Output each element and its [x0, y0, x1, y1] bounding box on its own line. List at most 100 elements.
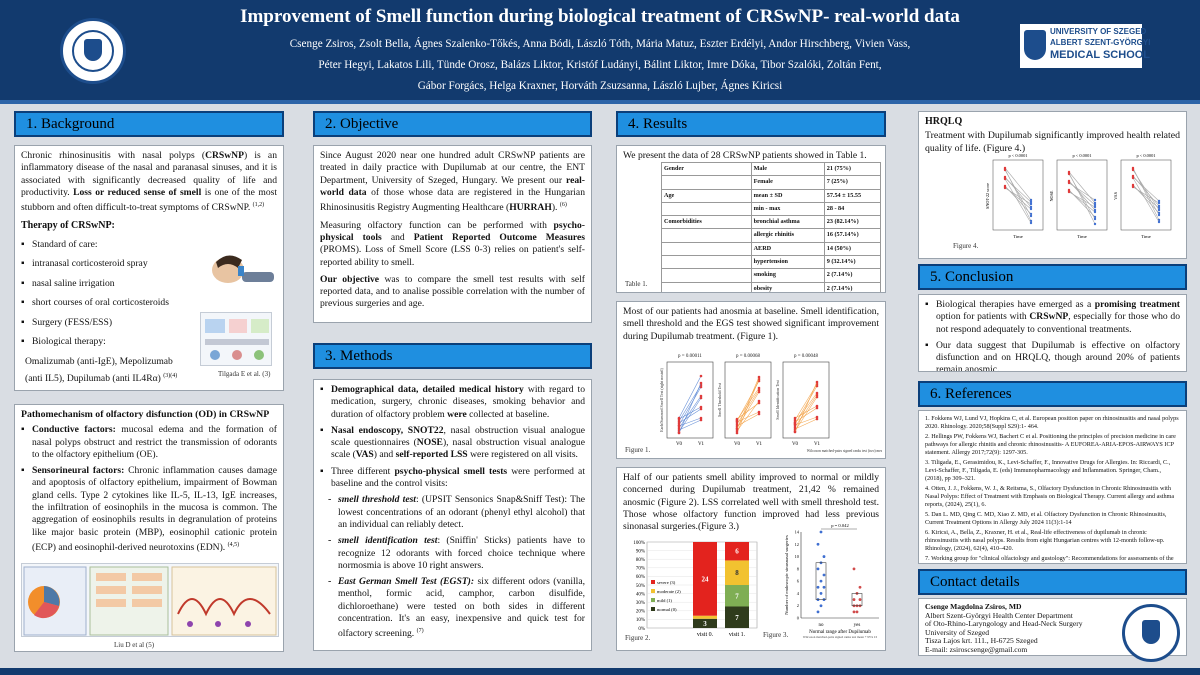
lss-stacked-bar-chart: 100% 90% 80% 70% 60% 50% 40% 30% 20% 10% 0% 3 24 visi…: [633, 541, 758, 638]
data-point: [735, 420, 739, 424]
data-point: [677, 419, 681, 423]
table-group-cell: [661, 281, 752, 292]
hrqlq-title: HRQLQ: [925, 116, 963, 127]
bar-value-label: 7: [735, 614, 739, 622]
legend-label: mild (1): [657, 598, 672, 603]
p-value-label: p < 0.0001: [1137, 153, 1156, 158]
data-point: [757, 375, 761, 379]
table-group-cell: [661, 201, 752, 217]
table-label-cell: mean ± SD: [750, 188, 825, 203]
y-tick-label: 80%: [636, 558, 645, 563]
y-tick-label: 70%: [636, 567, 645, 572]
data-point: [793, 423, 797, 427]
table-value-cell: 28 - 84: [823, 201, 882, 217]
data-point: [819, 579, 823, 583]
header-band: [0, 100, 1200, 104]
table-label-cell: min - max: [750, 201, 825, 217]
y-tick-label: 10: [795, 554, 800, 559]
bar-value-label: 8: [735, 569, 739, 577]
poster-header: Improvement of Smell function during bio…: [0, 0, 1200, 100]
patient-line: [1004, 177, 1032, 203]
data-point: [1093, 217, 1097, 221]
y-tick-label: 20%: [636, 610, 645, 615]
table-label-cell: Female: [750, 175, 825, 190]
hrqlq-paired-plots: p < 0.0001 SNOT-22 score Time p < 0.0001 NOS…: [985, 153, 1172, 239]
data-point: [852, 567, 856, 571]
table-value-cell: 2 (7.14%): [823, 281, 882, 292]
results-heading: 4. Results: [616, 111, 886, 137]
patient-line: [678, 395, 702, 429]
data-point: [1029, 207, 1033, 211]
table-label-cell: allergic rhinitis: [750, 228, 825, 243]
data-point: [1093, 203, 1097, 207]
data-point: [1131, 168, 1135, 172]
box-iqr: [815, 562, 827, 600]
patient-line: [1068, 182, 1096, 201]
bar-segment: [693, 615, 717, 619]
data-point: [815, 406, 819, 410]
bar-segment: [693, 618, 717, 628]
data-point: [699, 407, 703, 411]
legend-swatch: [651, 589, 655, 593]
table-row: Gender Male 21 (75%): [661, 161, 882, 177]
patient-line: [678, 382, 702, 434]
plot-frame: [724, 361, 772, 439]
legend-swatch: [651, 580, 655, 584]
data-point: [1067, 172, 1071, 176]
patient-line: [794, 407, 818, 423]
contact-name: Csenge Magdolna Zsiros, MD: [925, 602, 1022, 611]
university-seal-logo: [60, 18, 126, 84]
bar-segment: [725, 542, 749, 561]
y-axis-label: SNOT-22 score: [985, 183, 990, 209]
y-tick-label: 0: [797, 616, 800, 621]
patient-line: [1068, 171, 1096, 204]
data-point: [1131, 185, 1135, 189]
data-point: [699, 381, 703, 385]
background-heading: 1. Background: [14, 111, 284, 137]
table-value-cell: 23 (82.14%): [823, 215, 882, 230]
table-label-cell: AERD: [750, 241, 825, 257]
data-point: [677, 428, 681, 432]
y-tick-label: 30%: [636, 601, 645, 606]
data-point: [735, 418, 739, 422]
bar-segment: [693, 542, 717, 616]
data-point: [1093, 222, 1097, 226]
therapy-list: Standard of care: intranasal corticoster…: [21, 237, 277, 350]
data-point: [1093, 198, 1097, 202]
table-row: hypertension 9 (32.14%): [661, 255, 882, 270]
data-point: [735, 422, 739, 426]
data-point: [1029, 198, 1033, 202]
patient-line: [1132, 177, 1160, 223]
test-note: Wilcoxon matched-pairs signed ranks test…: [807, 449, 882, 453]
pathomechanism-figure-caption: Liu D et al (5): [114, 641, 155, 649]
y-tick-label: 4: [797, 591, 800, 596]
hrqlq-box: HRQLQ Treatment with Dupilumab significa…: [918, 111, 1187, 259]
table-group-cell: Gender: [661, 161, 752, 177]
p-value-label: p = 0.00048: [794, 354, 819, 359]
objective-heading: 2. Objective: [313, 111, 592, 137]
table-value-cell: 9 (32.14%): [823, 255, 882, 270]
patient-line: [1132, 176, 1160, 202]
data-point: [1157, 201, 1161, 205]
pathomechanism-title: Pathomechanism of olfactory disfunction …: [21, 409, 270, 420]
pathomechanism-box: Pathomechanism of olfactory disfunction …: [14, 404, 284, 652]
y-tick-label: 12: [795, 542, 799, 547]
y-axis-label: VAS: [1113, 191, 1118, 200]
data-point: [1003, 177, 1007, 181]
data-point: [699, 374, 703, 378]
x-tick-label: V0: [792, 442, 799, 447]
data-point: [816, 567, 820, 571]
contact-email: E-mail: zsiroscsenge@gmail.com: [925, 644, 1028, 654]
patient-line: [1068, 173, 1096, 220]
methods-heading: 3. Methods: [313, 343, 592, 369]
footer-band: [0, 668, 1200, 675]
data-point: [677, 421, 681, 425]
patient-line: [736, 400, 760, 432]
medical-school-logo: UNIVERSITY OF SZEGED ALBERT SZENT-GYÖRGY…: [1020, 24, 1150, 68]
x-tick-label: yes: [854, 623, 861, 628]
data-point: [1157, 220, 1161, 224]
table-row: smoking 2 (7.14%): [661, 268, 882, 283]
bar-segment: [725, 585, 749, 607]
conclusion-box: Biological therapies have emerged as a p…: [918, 294, 1187, 372]
data-point: [1067, 190, 1071, 194]
